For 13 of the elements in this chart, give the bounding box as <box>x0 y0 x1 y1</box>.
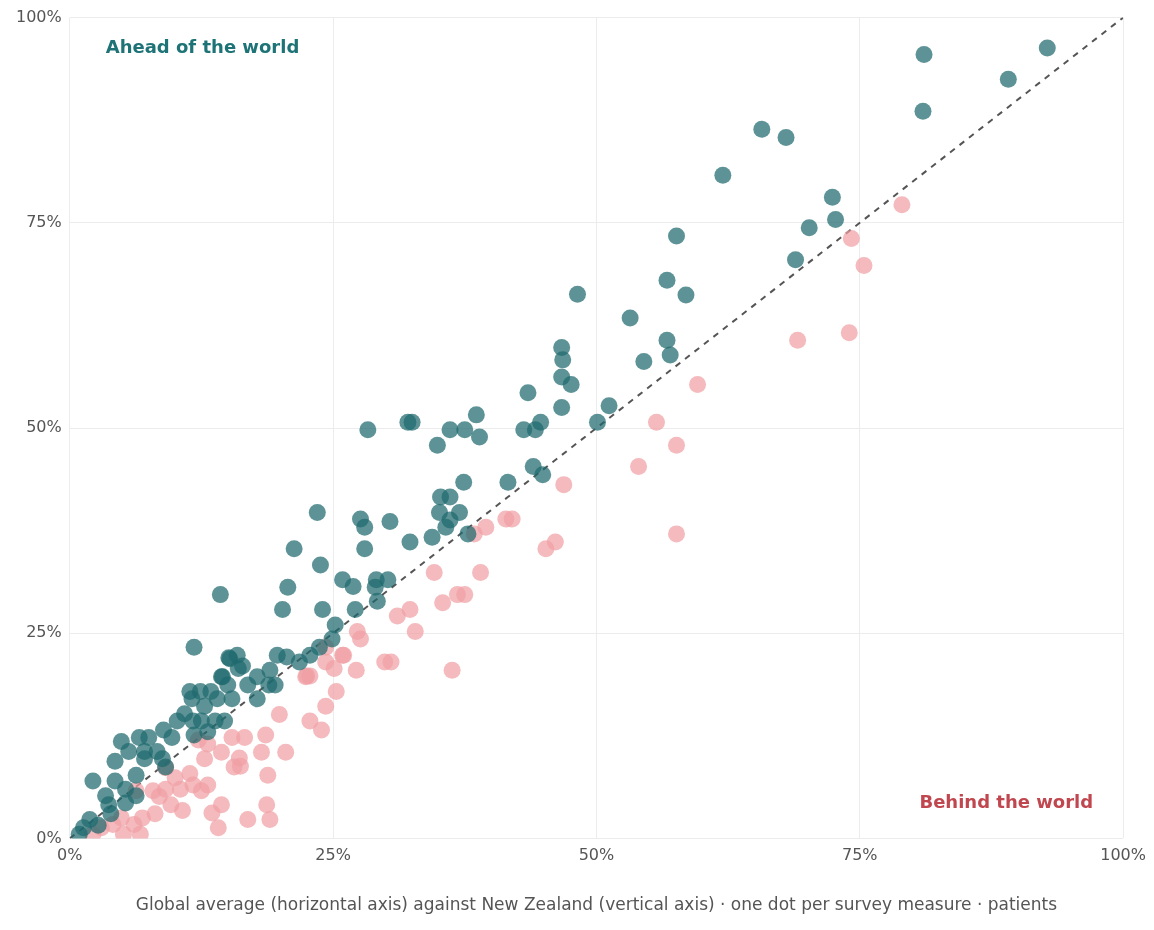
y-tick-label: 0% <box>36 827 62 847</box>
x-tick-label: 25% <box>315 845 351 865</box>
y-tick-label: 50% <box>26 417 62 437</box>
annotation: Ahead of the world <box>105 35 300 57</box>
x-axis-title: Global average (horizontal axis) against New Zealand (vertical axis) · one dot per survey measure · patients <box>135 894 1058 915</box>
y-tick-label: 75% <box>26 211 62 231</box>
y-tick-label: 25% <box>26 622 62 642</box>
x-tick-label: 75% <box>842 845 878 865</box>
annotation: Behind the world <box>919 791 1094 813</box>
x-tick-label: 100% <box>1100 845 1146 865</box>
y-tick-label: 100% <box>15 6 62 26</box>
x-tick-label: 50% <box>578 845 615 865</box>
x-tick-label: 0% <box>57 845 83 865</box>
